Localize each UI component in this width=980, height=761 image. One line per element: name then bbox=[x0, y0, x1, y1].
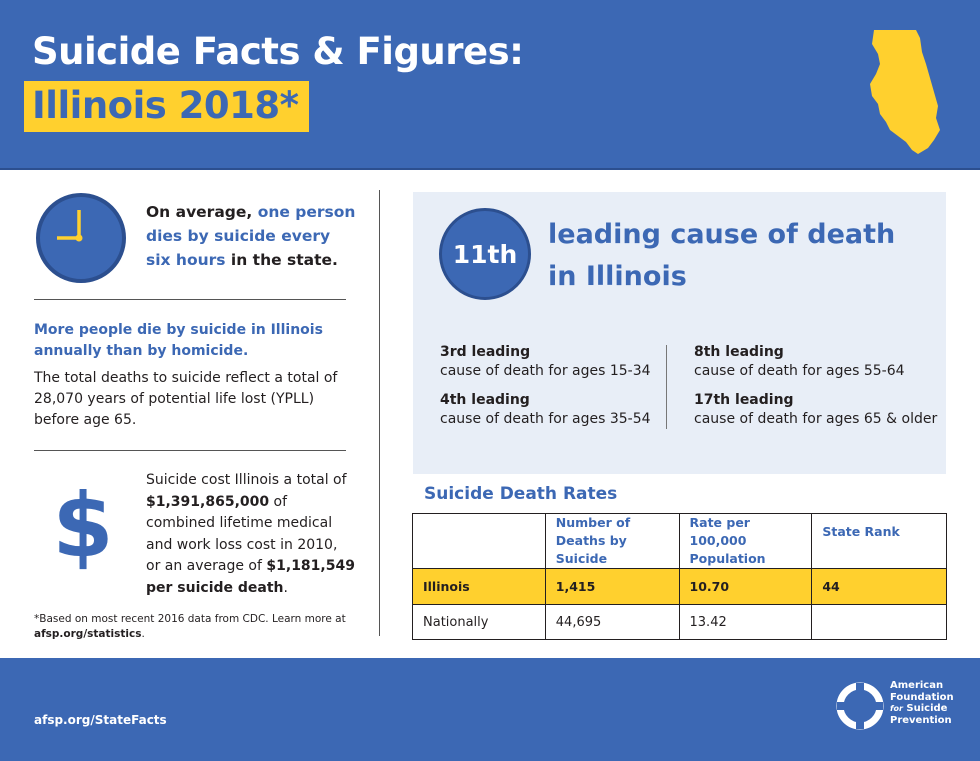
footnote-text: *Based on most recent 2016 data from CDC… bbox=[34, 613, 346, 625]
cost-text-2: of combined lifetime medical and work lo… bbox=[146, 493, 338, 575]
rank-badge: 11th bbox=[439, 208, 531, 300]
footer-banner bbox=[0, 658, 980, 761]
header-banner: Suicide Facts & Figures: Illinois 2018* bbox=[0, 0, 980, 170]
footnote-link[interactable]: afsp.org/statistics bbox=[34, 628, 142, 640]
homicide-headline: More people die by suicide in Illinois a… bbox=[34, 322, 323, 359]
average-highlight: one person dies by suicide every six hou… bbox=[146, 203, 356, 269]
org-name-for: for bbox=[890, 704, 903, 713]
homicide-body: The total deaths to suicide reflect a to… bbox=[34, 370, 338, 428]
rank-label: 3rd leading bbox=[440, 344, 531, 360]
org-name-line: for Suicide bbox=[890, 703, 970, 715]
table-header-cell bbox=[412, 513, 546, 569]
table-cell: Nationally bbox=[412, 604, 546, 640]
page-title: Suicide Facts & Figures: bbox=[32, 30, 524, 73]
cost-average-amount: $1,181,549 bbox=[266, 558, 355, 574]
illinois-map-icon bbox=[870, 30, 940, 154]
average-suffix: in the state. bbox=[225, 251, 338, 269]
cost-amount: $1,391,865,000 bbox=[146, 493, 270, 510]
rank-desc: cause of death for ages 65 & older bbox=[694, 411, 938, 427]
page-subtitle: Illinois 2018* bbox=[24, 81, 309, 132]
rank-divider bbox=[666, 345, 667, 429]
cost-text-3: per suicide death bbox=[146, 579, 284, 596]
rank-desc: cause of death for ages 55-64 bbox=[694, 363, 905, 379]
divider bbox=[34, 450, 346, 451]
rank-desc: cause of death for ages 15-34 bbox=[440, 363, 651, 379]
table-header-cell: Rate per 100,000 Population bbox=[678, 513, 813, 569]
rank-label: 8th leading bbox=[694, 344, 784, 360]
org-name-line: Prevention bbox=[890, 714, 952, 726]
table-header-cell: State Rank bbox=[811, 513, 947, 569]
table-cell: 13.42 bbox=[678, 604, 813, 640]
table-cell: Illinois bbox=[412, 568, 546, 605]
table-row: Nationally 44,695 13.42 bbox=[412, 604, 947, 640]
rank-desc: cause of death for ages 35-54 bbox=[440, 411, 651, 427]
table-cell bbox=[811, 604, 947, 640]
rank-item: 4th leading cause of death for ages 35-5… bbox=[440, 391, 651, 429]
cost-statement: Suicide cost Illinois a total of $1,391,… bbox=[146, 470, 356, 599]
org-name-line: Foundation bbox=[890, 691, 954, 703]
rank-label: 17th leading bbox=[694, 392, 794, 408]
table-cell: 44,695 bbox=[544, 604, 680, 640]
leading-cause-headline: leading cause of death in Illinois bbox=[548, 219, 896, 292]
table-header-cell: Number of Deaths by Suicide bbox=[544, 513, 680, 569]
average-statement: On average, one person dies by suicide e… bbox=[146, 200, 356, 272]
afsp-lifesaver-icon bbox=[836, 682, 884, 730]
clock-icon bbox=[36, 193, 126, 283]
footnote: *Based on most recent 2016 data from CDC… bbox=[34, 612, 364, 642]
org-name-line: American bbox=[890, 680, 944, 691]
divider bbox=[34, 299, 346, 300]
table-header-row: Number of Deaths by Suicide Rate per 100… bbox=[412, 513, 947, 569]
rank-item: 17th leading cause of death for ages 65 … bbox=[694, 391, 937, 429]
afsp-logo-text: American Foundation for Suicide Preventi… bbox=[890, 680, 970, 726]
state-facts-link[interactable]: afsp.org/StateFacts bbox=[34, 713, 167, 727]
table-cell: 1,415 bbox=[544, 568, 680, 605]
table-cell: 10.70 bbox=[678, 568, 813, 605]
cost-text-1: Suicide cost Illinois a total of bbox=[146, 472, 347, 488]
footnote-period: . bbox=[141, 628, 145, 640]
rank-label: 4th leading bbox=[440, 392, 530, 408]
average-prefix: On average, bbox=[146, 203, 258, 221]
column-divider bbox=[379, 190, 380, 636]
rates-table: Number of Deaths by Suicide Rate per 100… bbox=[412, 513, 947, 640]
rates-title: Suicide Death Rates bbox=[424, 484, 618, 504]
rank-item: 8th leading cause of death for ages 55-6… bbox=[694, 343, 905, 381]
table-cell: 44 bbox=[811, 568, 947, 605]
org-name-suicide: Suicide bbox=[902, 703, 948, 714]
cost-period: . bbox=[283, 579, 288, 596]
dollar-sign-icon: $ bbox=[52, 474, 114, 577]
rank-item: 3rd leading cause of death for ages 15-3… bbox=[440, 343, 651, 381]
table-row: Illinois 1,415 10.70 44 bbox=[412, 568, 947, 605]
